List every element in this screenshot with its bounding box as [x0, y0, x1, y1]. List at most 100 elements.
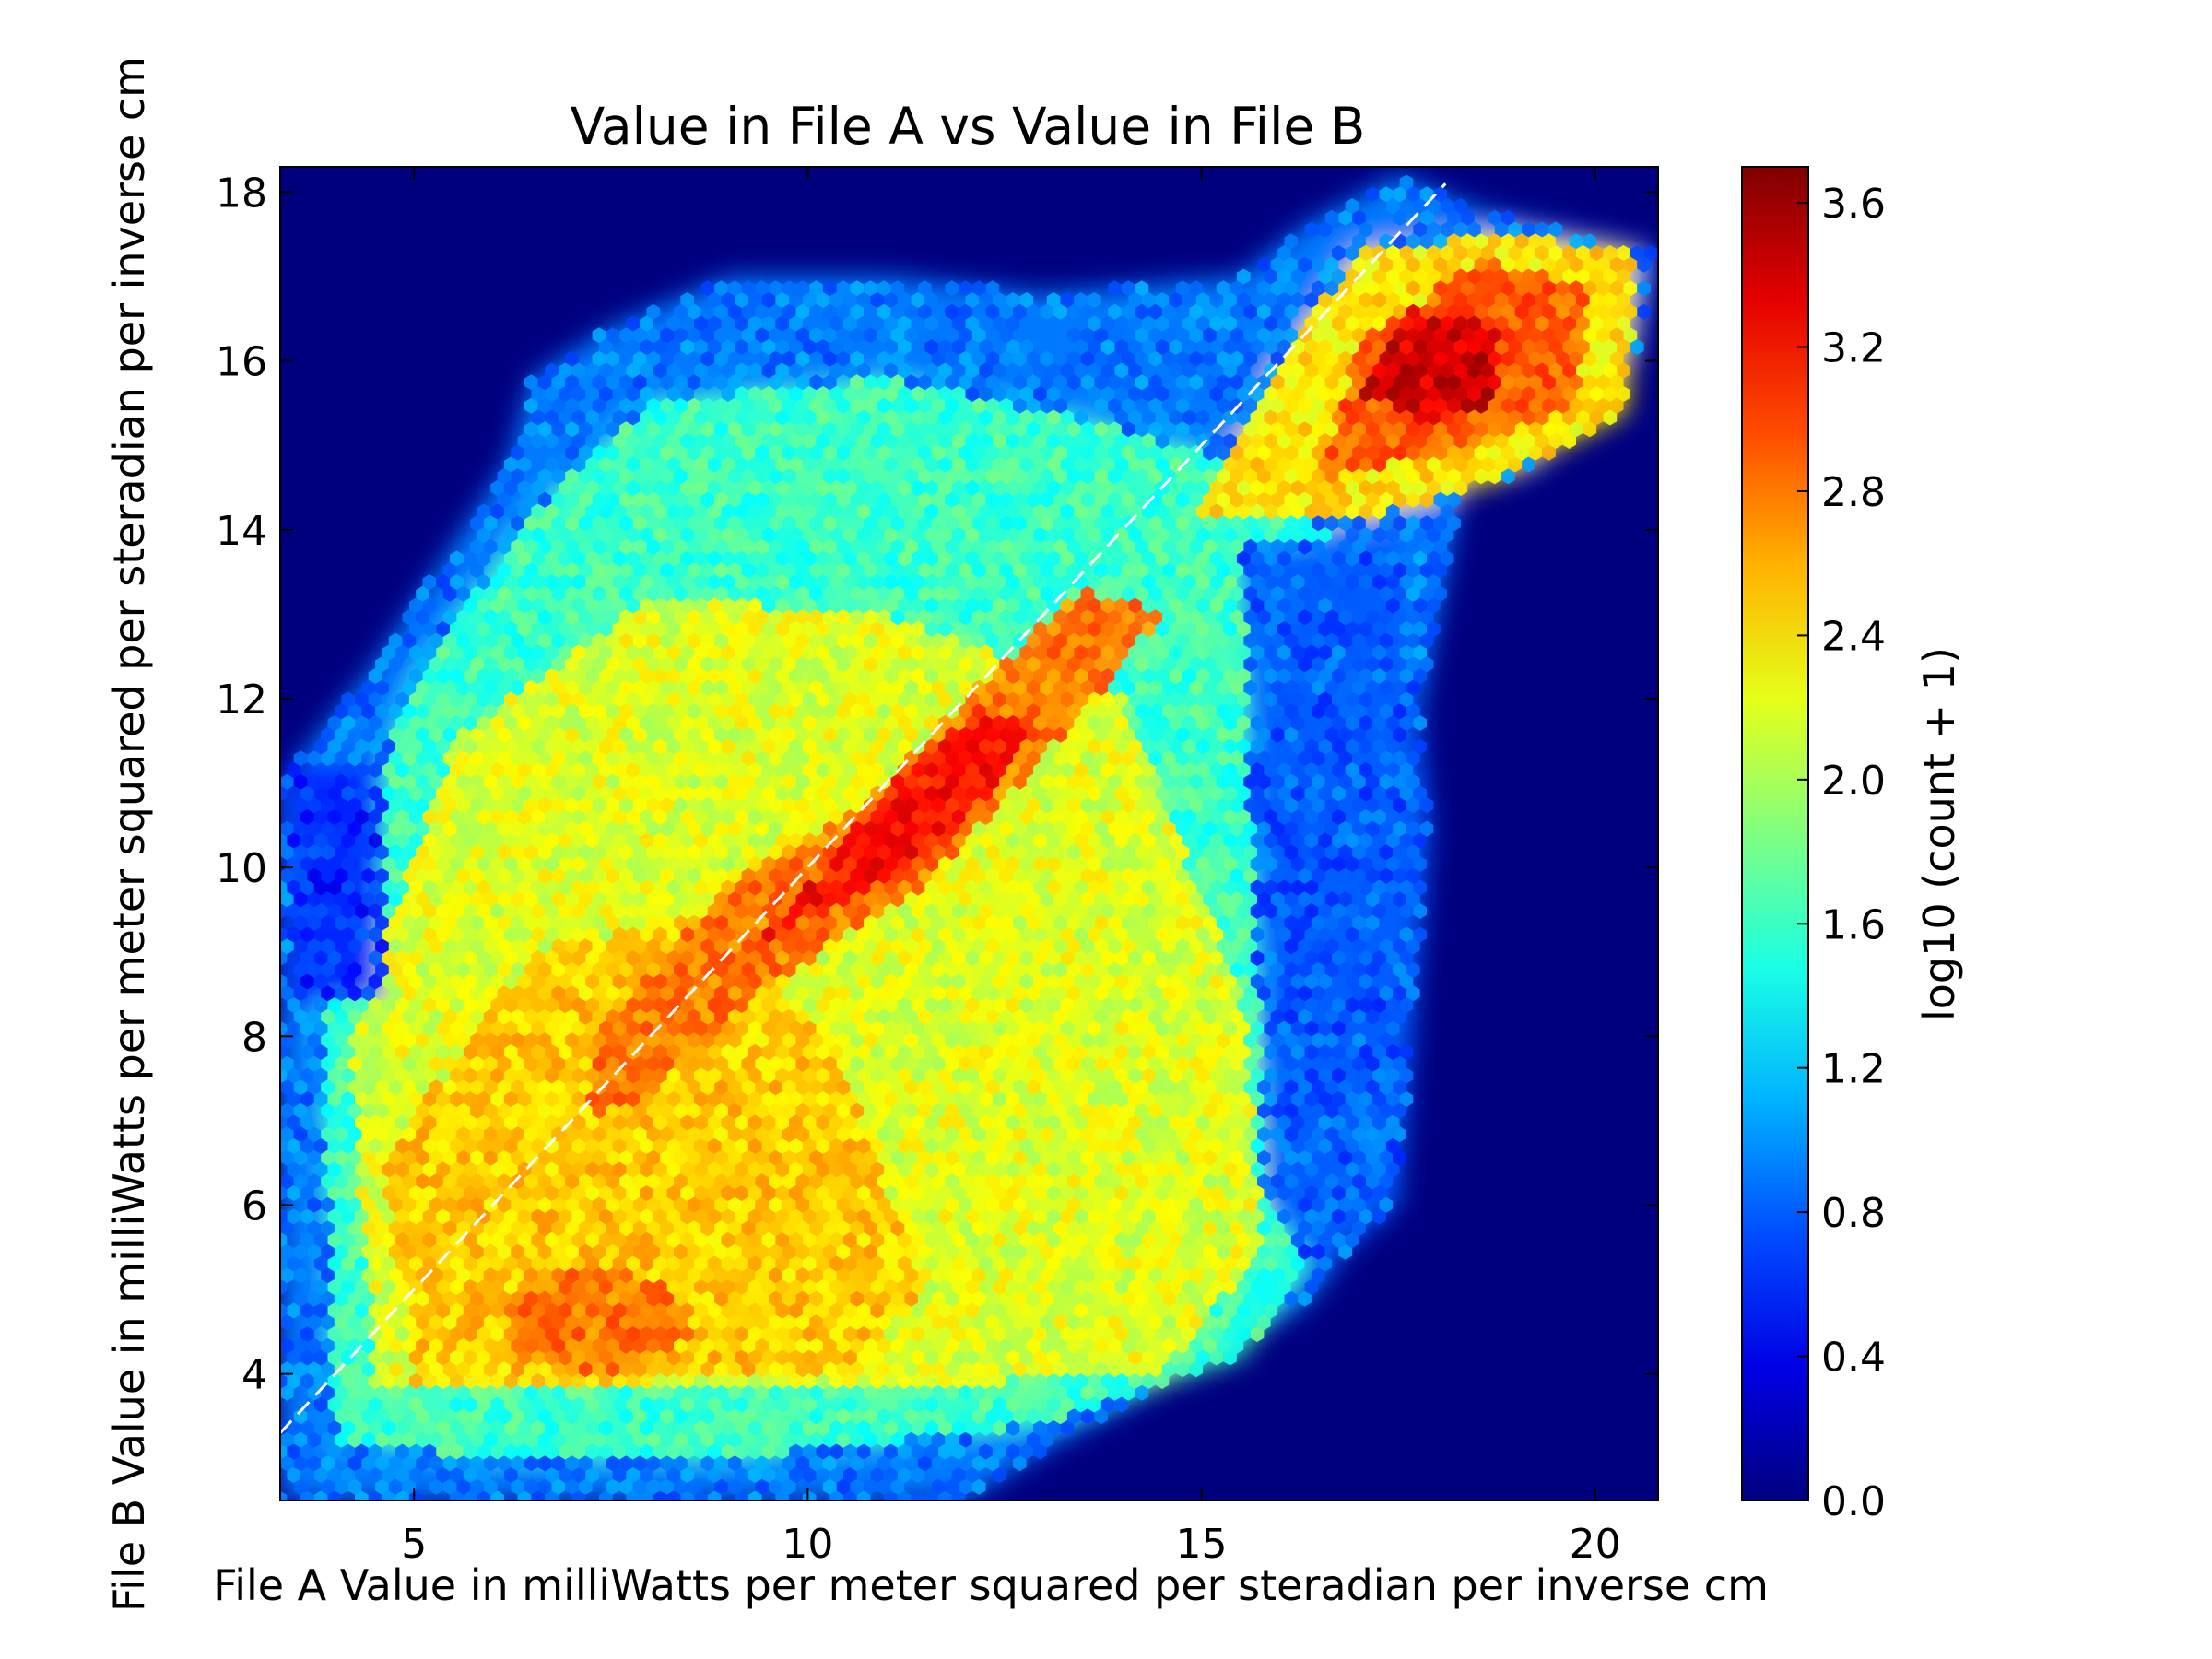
hexbin-cells	[999, 726, 1013, 743]
hexbin-cells	[884, 809, 898, 872]
hexbin-cells	[1474, 397, 1488, 414]
colorbar-tick-label: 1.6	[1821, 901, 1886, 948]
reference-line-layer	[280, 182, 1447, 1434]
hexbin-cells	[897, 726, 986, 802]
hexbin-cells	[355, 327, 1638, 1378]
hexbin-cells	[334, 773, 348, 790]
hexbin-cells	[300, 891, 362, 943]
hexbin-cells	[626, 1020, 647, 1072]
hexbin-cells	[890, 797, 905, 814]
hexbin-cells	[1365, 374, 1406, 391]
hexbin-cells	[347, 820, 362, 837]
hexbin-cells	[1277, 562, 1406, 1225]
hexbin-cells	[321, 985, 335, 1002]
hexbin-cells	[850, 844, 865, 861]
hexbin-cells	[856, 762, 925, 896]
hexbin-cells	[999, 256, 1475, 1213]
hexbin-cells	[1284, 538, 1339, 931]
hexbin-cells	[347, 867, 362, 884]
colorbar-tick-label: 2.0	[1821, 758, 1886, 805]
y-axis-label: File B Value in milliWatts per meter squ…	[104, 56, 154, 1612]
hexbin-cells	[1406, 374, 1420, 414]
hexbin-cells	[904, 773, 918, 790]
hexbin-cells	[877, 797, 891, 861]
hexbin-cells	[436, 350, 1299, 1389]
hexbin-cells	[971, 703, 986, 720]
y-axis: 4 6 8 10 12 14 16 18	[216, 170, 1658, 1399]
hexbin-cells	[334, 867, 348, 884]
hexbin-cells	[1379, 280, 1448, 344]
y-tick-label: 16	[216, 339, 267, 386]
hexbin-cells	[1385, 339, 1461, 391]
hexbin-cells	[830, 879, 843, 896]
hexbin-cells	[1298, 1185, 1346, 1213]
plot-frame	[279, 166, 1659, 1501]
hexbin-cells	[341, 832, 355, 849]
hexbin-cells	[1453, 362, 1481, 402]
hexbin-cells	[436, 644, 1251, 1366]
hexbin-cells	[1399, 386, 1414, 402]
hexbin-cells	[1488, 327, 1501, 344]
hexbin-cells	[293, 891, 308, 908]
y-tick-label: 6	[241, 1182, 267, 1230]
hexbin-cells	[1467, 268, 1481, 285]
hexbin-cells	[395, 268, 1428, 1272]
y-tick-label: 14	[216, 508, 267, 555]
y-tick-label: 12	[216, 677, 267, 724]
hexbin-cells	[307, 867, 322, 884]
hexbin-cells	[1440, 362, 1454, 379]
colorbar-tick-label: 0.8	[1821, 1190, 1886, 1237]
hexbin-cells	[1372, 386, 1386, 402]
colorbar-tick-label: 3.6	[1821, 181, 1886, 228]
hexbin-cells	[830, 844, 851, 872]
hexbin-cells	[422, 609, 1135, 1354]
hexbin-cells	[1460, 350, 1475, 367]
hexbin-cells	[1385, 362, 1400, 379]
hexbin-cells	[1474, 350, 1488, 367]
hexbin-cells	[1488, 374, 1501, 391]
hexbin-cells	[965, 785, 993, 802]
hexbin-cells	[1393, 327, 1406, 344]
hexbin-cells	[327, 879, 342, 896]
hexbin-cells	[1419, 421, 1434, 438]
hexbin-cells	[1508, 315, 1523, 332]
hexbin-cells	[1379, 350, 1394, 367]
hexbin-cells	[300, 973, 314, 990]
hexbin-cells	[1480, 362, 1495, 379]
hexbin-cells	[1345, 456, 1359, 473]
hexbin-cells	[856, 832, 871, 849]
colorbar-label: log10 (count + 1)	[1914, 647, 1964, 1021]
hexbin-cells	[1413, 386, 1427, 402]
hexbin-cells	[931, 715, 1020, 814]
hexbin-cells	[1393, 350, 1406, 367]
hexbin-cells	[856, 503, 871, 520]
hexbin-cells	[463, 609, 1190, 1331]
chart-title: Value in File A vs Value in File B	[571, 97, 1366, 156]
hexbin-cells	[1359, 386, 1373, 402]
hexbin-cells	[959, 797, 972, 814]
hexbin-cells	[1250, 762, 1346, 1260]
hexbin-cells	[368, 973, 382, 990]
hexbin-cells	[1419, 350, 1434, 367]
hexbin-cells	[856, 726, 1027, 872]
x-tick-label: 15	[1176, 1521, 1228, 1568]
hexbin-cells	[1419, 397, 1448, 414]
colorbar-tick-label: 3.2	[1821, 325, 1886, 372]
hexbin-cells	[1413, 339, 1427, 355]
colorbar-tick-label: 0.0	[1821, 1478, 1886, 1525]
y-tick-label: 10	[216, 845, 267, 892]
hexbin-cells	[1453, 386, 1468, 402]
x-axis: 5 10 15 20	[401, 167, 1621, 1568]
hexbin-cells	[1427, 386, 1441, 402]
hexbin-cells	[1427, 315, 1441, 332]
hexbin-cells	[1460, 397, 1475, 414]
hexbin-cells	[341, 386, 1196, 1425]
hexbin-cells	[287, 832, 301, 849]
hexbin-cells	[992, 738, 1006, 755]
x-axis-label: File A Value in milliWatts per meter squ…	[213, 1560, 1769, 1610]
hexbin-cells	[313, 809, 369, 896]
hexbin-cells	[368, 832, 382, 849]
hexbin-cells	[1433, 374, 1495, 402]
hexbin-cells	[327, 785, 342, 802]
hexbin-cells	[1467, 339, 1481, 355]
